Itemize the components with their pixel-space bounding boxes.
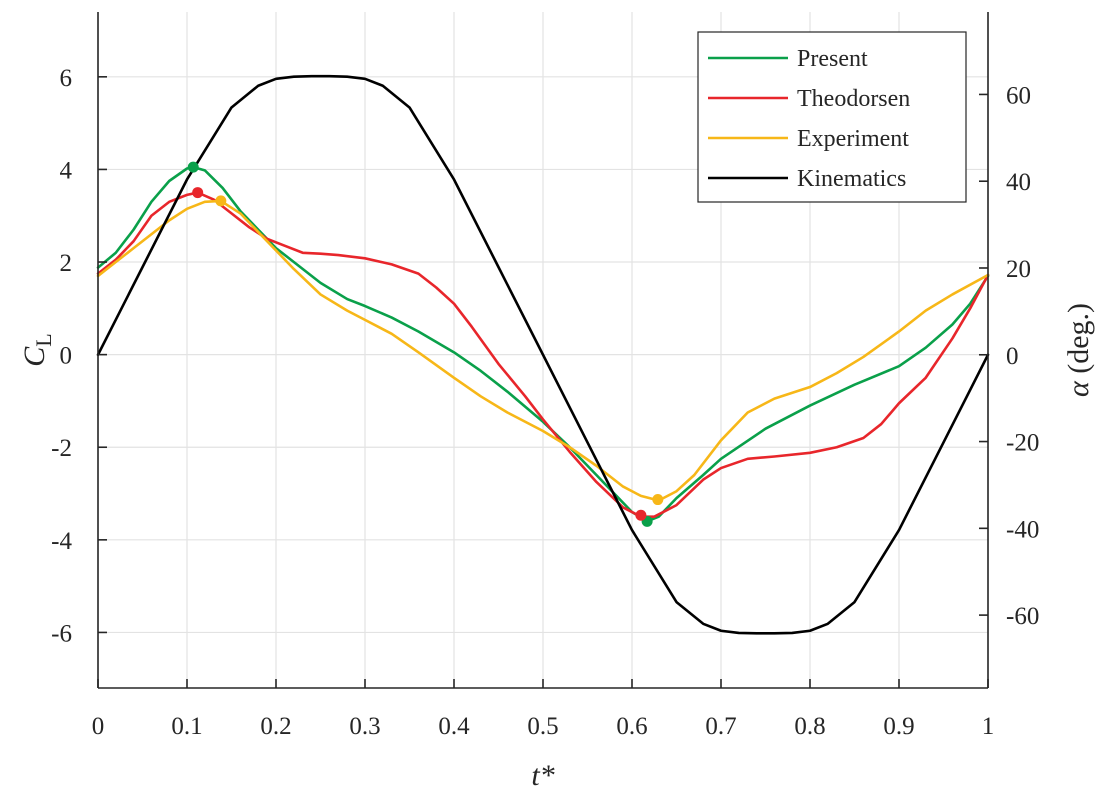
y-tick-label: 4 xyxy=(60,157,73,184)
y2-tick-label: -40 xyxy=(1006,516,1039,543)
x-tick-label: 0.9 xyxy=(883,713,914,740)
y2-axis-title-rest: (deg.) xyxy=(1062,303,1095,381)
legend: Present Theodorsen Experiment Kinematics xyxy=(697,31,967,203)
series-line-kinematics xyxy=(96,74,990,635)
y2-tick-label: -60 xyxy=(1006,603,1039,630)
marker-present-0 xyxy=(187,161,199,173)
x-tick-label: 0.3 xyxy=(349,713,380,740)
y-tick-label: 0 xyxy=(60,343,73,370)
x-axis-title: t* xyxy=(531,759,554,792)
legend-box xyxy=(697,31,967,203)
y2-tick-label: 0 xyxy=(1006,343,1019,370)
y-tick-label: -2 xyxy=(51,435,72,462)
y2-tick-label: 40 xyxy=(1006,169,1031,196)
y2-axis-title: α (deg.) xyxy=(1062,303,1095,397)
y-axis-title-sub: L xyxy=(31,333,56,346)
legend-label-kinematics: Kinematics xyxy=(797,166,906,192)
marker-experiment-4 xyxy=(215,195,227,207)
x-tick-label: 0.7 xyxy=(705,713,736,740)
marker-theodorsen-3 xyxy=(635,509,647,521)
x-tick-label: 0.1 xyxy=(171,713,202,740)
y-tick-label: 6 xyxy=(60,65,73,92)
y-tick-label: -4 xyxy=(51,528,72,555)
y2-axis-title-symbol: α xyxy=(1062,380,1095,397)
svg-text:α (deg.): α (deg.) xyxy=(1062,303,1095,397)
x-tick-label: 0.5 xyxy=(527,713,558,740)
marker-theodorsen-2 xyxy=(192,187,204,199)
y2-tick-label: -20 xyxy=(1006,430,1039,457)
svg-text:CL: CL xyxy=(18,333,56,366)
peak-markers xyxy=(187,161,664,527)
y-axis-title: CL xyxy=(18,333,56,366)
legend-label-experiment: Experiment xyxy=(797,126,909,152)
y2-tick-label: 60 xyxy=(1006,82,1031,109)
x-tick-label: 1 xyxy=(982,713,995,740)
y2-tick-label: 20 xyxy=(1006,256,1031,283)
x-tick-label: 0.8 xyxy=(794,713,825,740)
y-axis-title-main: C xyxy=(18,346,51,367)
legend-label-theodorsen: Theodorsen xyxy=(797,86,910,112)
x-tick-label: 0 xyxy=(92,713,105,740)
legend-label-present: Present xyxy=(797,46,868,72)
tick-labels: 0 0.1 0.2 0.3 0.4 0.5 0.6 0.7 0.8 0.9 1-6-4-20246-… xyxy=(51,65,1039,740)
y-tick-label: 2 xyxy=(60,250,73,277)
axes xyxy=(97,12,989,689)
series-line-theodorsen xyxy=(96,191,990,518)
y-tick-label: -6 xyxy=(51,620,72,647)
x-tick-label: 0.2 xyxy=(260,713,291,740)
x-tick-label: 0.6 xyxy=(616,713,647,740)
marker-experiment-5 xyxy=(652,494,664,506)
x-tick-label: 0.4 xyxy=(438,713,470,740)
series-line-experiment xyxy=(96,199,990,502)
